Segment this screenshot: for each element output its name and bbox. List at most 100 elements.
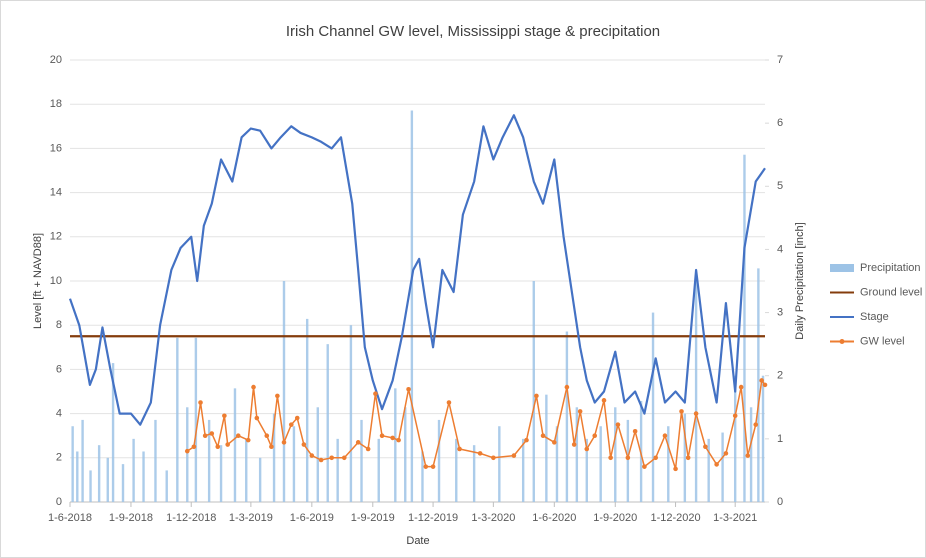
precipitation-bar <box>437 419 441 502</box>
y-tick-label: 20 <box>50 54 62 66</box>
series-marker <box>564 384 570 390</box>
legend-label: GW level <box>860 335 905 347</box>
x-tick-label: 1-12-2019 <box>408 512 458 524</box>
precipitation-bar <box>532 281 535 502</box>
precipitation-bar <box>761 375 765 502</box>
series-marker <box>608 455 613 461</box>
precipitation-bar <box>721 432 724 502</box>
x-tick-label: 1-3-2021 <box>713 512 757 524</box>
y-tick-label: 14 <box>50 187 62 199</box>
precipitation-bar <box>326 344 329 502</box>
grid <box>69 59 769 507</box>
series-marker <box>457 446 462 452</box>
series-marker <box>406 386 411 392</box>
precipitation-bar <box>176 337 179 502</box>
precipitation-bar <box>694 274 698 502</box>
precipitation-bar <box>749 407 753 502</box>
y-tick-label: 16 <box>50 142 62 154</box>
precipitation-bar <box>498 426 501 502</box>
legend-marker <box>839 339 845 344</box>
precipitation-bar <box>599 426 602 502</box>
y2-tick-label: 0 <box>777 496 783 508</box>
y-tick-label: 12 <box>50 231 62 243</box>
series-marker <box>732 413 738 419</box>
series-marker <box>477 451 483 456</box>
series-marker <box>571 442 577 447</box>
series-marker <box>269 444 274 450</box>
precipitation-bar <box>472 445 476 502</box>
precipitation-bar <box>545 394 548 502</box>
series-marker <box>552 440 557 445</box>
series-marker <box>245 437 251 443</box>
precipitation-bar <box>245 438 248 502</box>
precipitation-bar <box>76 451 79 502</box>
precipitation-bar <box>555 426 559 502</box>
x-tick-label: 1-6-2019 <box>290 512 334 524</box>
x-tick-label: 1-3-2020 <box>471 512 515 524</box>
precipitation-bar <box>575 407 579 502</box>
x-tick-label: 1-3-2019 <box>229 512 273 524</box>
legend-label: Ground level <box>860 286 922 298</box>
series-marker <box>318 457 324 463</box>
precipitation-bar <box>106 457 109 502</box>
precipitation-bar <box>121 464 125 502</box>
x-tick-label: 1-9-2020 <box>593 512 637 524</box>
y2-tick-label: 1 <box>777 433 783 445</box>
series-marker <box>396 437 401 443</box>
series-marker <box>341 455 347 461</box>
series-marker <box>430 464 436 469</box>
legend-label: Precipitation <box>860 262 921 274</box>
series-marker <box>423 464 429 469</box>
series-marker <box>301 442 307 447</box>
precipitation-bar <box>258 457 262 502</box>
series-marker <box>601 398 607 403</box>
precipitation-bar <box>97 445 101 502</box>
precipitation-bar <box>757 268 760 502</box>
precipitation-bar <box>154 419 157 502</box>
precipitation-bar <box>585 438 588 502</box>
x-tick-label: 1-12-2018 <box>166 512 216 524</box>
precipitation-bar <box>165 470 168 502</box>
series-marker <box>540 433 546 439</box>
series-marker <box>379 433 385 439</box>
y-tick-label: 8 <box>56 319 62 331</box>
precipitation-bar <box>272 413 276 502</box>
series-marker <box>446 400 452 405</box>
precipitation-bar <box>207 419 211 502</box>
series-marker <box>491 455 496 461</box>
precipitation-bar <box>142 451 145 502</box>
precipitation-bar <box>733 375 737 502</box>
precipitation-bar <box>651 312 655 502</box>
precipitation-bar <box>316 407 319 502</box>
plot-area <box>68 110 768 502</box>
y-tick-label: 6 <box>56 363 62 375</box>
legend-swatch <box>830 264 854 272</box>
series-marker <box>390 435 395 441</box>
chart-title: Irish Channel GW level, Mississippi stag… <box>286 23 660 40</box>
y2-tick-label: 3 <box>777 306 783 318</box>
series-marker <box>275 393 280 399</box>
series-marker <box>254 415 260 421</box>
precipitation-bar <box>565 331 569 502</box>
series-marker <box>235 433 241 439</box>
precipitation-bar <box>305 318 309 502</box>
series-marker <box>281 440 287 445</box>
precipitation-bar <box>707 438 710 502</box>
series-marker <box>191 444 197 450</box>
series-marker <box>653 455 658 461</box>
y-tick-label: 10 <box>50 275 62 287</box>
precipitation-bar <box>404 407 407 502</box>
series-marker <box>592 433 598 439</box>
precipitation-bar <box>111 363 115 502</box>
precipitation-bar <box>349 325 353 502</box>
y2-tick-label: 7 <box>777 54 783 66</box>
precipitation-bar <box>219 445 223 502</box>
precipitation-bar <box>410 110 414 502</box>
y2-tick-label: 2 <box>777 370 783 382</box>
series-marker <box>753 422 759 427</box>
precipitation-bar <box>132 438 135 502</box>
series-marker <box>584 446 590 452</box>
precipitation-bar <box>292 426 296 502</box>
